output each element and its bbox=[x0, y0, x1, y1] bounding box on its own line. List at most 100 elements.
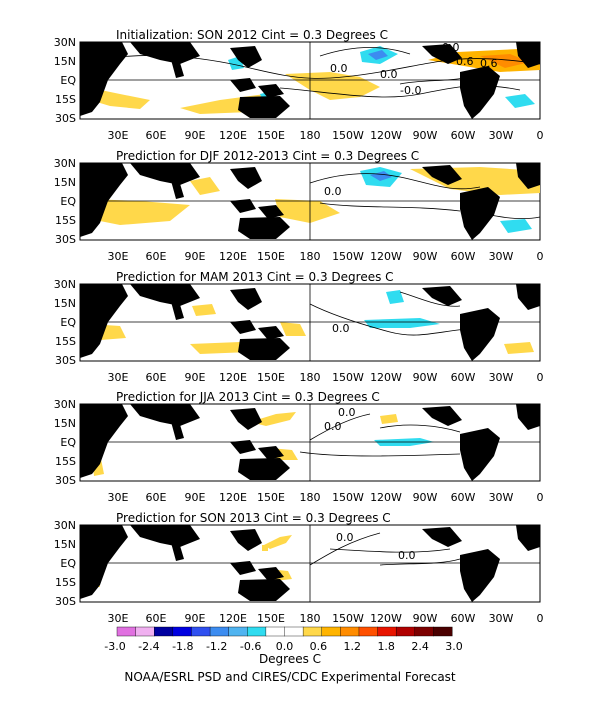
lat-label: 15S bbox=[55, 214, 76, 227]
lon-label: 60W bbox=[451, 491, 476, 504]
color-bar-swatch bbox=[116, 626, 137, 637]
color-bar-swatch bbox=[284, 626, 304, 637]
lon-label: 60W bbox=[451, 250, 476, 263]
lat-label: EQ bbox=[60, 74, 76, 87]
contour-label: 0.0 bbox=[332, 322, 350, 335]
lon-label: 150W bbox=[332, 250, 364, 263]
lat-label: 30S bbox=[55, 474, 76, 487]
lon-label: 180 bbox=[300, 129, 321, 142]
color-bar-tick-labels: -3.0 -2.4 -1.8 -1.2 -0.6 0.0 0.6 1.2 1.8 2.4 3.0 bbox=[104, 640, 462, 653]
color-bar-swatch bbox=[395, 626, 416, 637]
panel-title: Prediction for MAM 2013 Cint = 0.3 Degre… bbox=[116, 270, 394, 284]
contour-label: 0.0 bbox=[324, 420, 342, 433]
lat-label: 15S bbox=[55, 576, 76, 589]
lon-label: 180 bbox=[300, 491, 321, 504]
lat-label: 15N bbox=[54, 297, 76, 310]
color-bar-tick-label: 0.0 bbox=[276, 640, 294, 653]
lon-label: 150E bbox=[257, 491, 285, 504]
lon-label: 60E bbox=[146, 491, 167, 504]
lon-label: 30E bbox=[108, 612, 129, 625]
lon-label: 120E bbox=[219, 371, 247, 384]
lat-label: 15N bbox=[54, 538, 76, 551]
lon-label: 90E bbox=[185, 612, 206, 625]
lon-axis-labels: 30E 60E 90E 120E 150E 180 150W 120W 90W … bbox=[108, 371, 544, 384]
lat-label: 30S bbox=[55, 595, 76, 608]
lon-label: 120E bbox=[219, 250, 247, 263]
lat-axis-labels: 30N 15N EQ 15S 30S bbox=[54, 519, 77, 608]
contour-label: 0.0 bbox=[336, 531, 354, 544]
lon-label: 120W bbox=[370, 371, 402, 384]
contour-lines bbox=[299, 413, 461, 457]
lat-label: 15N bbox=[54, 417, 76, 430]
lon-label: 60W bbox=[451, 129, 476, 142]
color-bar-swatch bbox=[191, 626, 211, 637]
panel-title: Prediction for SON 2013 Cint = 0.3 Degre… bbox=[116, 511, 391, 525]
lon-label: 90E bbox=[185, 491, 206, 504]
lon-label: 30W bbox=[489, 612, 514, 625]
color-bar-tick-label: 1.8 bbox=[377, 640, 395, 653]
lon-label: 30W bbox=[489, 371, 514, 384]
color-bar-swatch bbox=[433, 626, 453, 637]
color-bar-swatch bbox=[414, 626, 434, 637]
lat-label: 15S bbox=[55, 335, 76, 348]
lon-label: 150W bbox=[332, 491, 364, 504]
land-masses bbox=[80, 42, 540, 119]
map-panel-5: Prediction for SON 2013 Cint = 0.3 Degre… bbox=[54, 511, 544, 625]
contour-label: 0.0 bbox=[324, 185, 342, 198]
color-bar-swatches bbox=[116, 626, 453, 637]
lon-label: 120W bbox=[370, 491, 402, 504]
lat-axis-labels: 30N 15N EQ 15S 30S bbox=[54, 36, 77, 125]
land-masses bbox=[80, 525, 540, 602]
lon-label: 30W bbox=[489, 250, 514, 263]
color-bar-swatch bbox=[321, 626, 341, 637]
lat-label: 30S bbox=[55, 112, 76, 125]
lon-label: 180 bbox=[300, 612, 321, 625]
lon-label: 60E bbox=[146, 250, 167, 263]
lat-label: 30S bbox=[55, 233, 76, 246]
contour-label: 0.0 bbox=[330, 62, 348, 75]
color-bar-swatch bbox=[172, 626, 192, 637]
lon-label: 30E bbox=[108, 491, 129, 504]
lon-axis-labels: 30E 60E 90E 120E 150E 180 150W 120W 90W … bbox=[108, 491, 544, 504]
contour-label: 0.0 bbox=[380, 68, 398, 81]
color-bar-tick-label: -1.2 bbox=[206, 640, 227, 653]
lat-label: 30N bbox=[54, 398, 76, 411]
lat-label: 15S bbox=[55, 455, 76, 468]
lon-label: 60E bbox=[146, 612, 167, 625]
map-panel-2: Prediction for DJF 2012-2013 Cint = 0.3 … bbox=[54, 149, 544, 263]
lat-label: EQ bbox=[60, 316, 76, 329]
lon-label: 60E bbox=[146, 129, 167, 142]
lon-label: 150W bbox=[332, 612, 364, 625]
lon-label: 150E bbox=[257, 612, 285, 625]
color-bar-swatch bbox=[228, 626, 248, 637]
lon-label: 120E bbox=[219, 491, 247, 504]
color-bar-tick-label: 2.4 bbox=[411, 640, 429, 653]
lon-label: 60W bbox=[451, 371, 476, 384]
contour-label: 0.0 bbox=[442, 41, 460, 54]
panel-title: Initialization: SON 2012 Cint = 0.3 Degr… bbox=[116, 28, 388, 42]
lon-label: 60E bbox=[146, 371, 167, 384]
lon-label: 120E bbox=[219, 612, 247, 625]
contour-label: 0.0 bbox=[338, 406, 356, 419]
color-bar-unit-label: Degrees C bbox=[259, 652, 321, 666]
lon-label: 150W bbox=[332, 129, 364, 142]
map-panel-3: Prediction for MAM 2013 Cint = 0.3 Degre… bbox=[54, 270, 544, 384]
lon-label: 120W bbox=[370, 129, 402, 142]
lat-label: EQ bbox=[60, 436, 76, 449]
color-bar-tick-label: 1.2 bbox=[344, 640, 362, 653]
lon-label: 90W bbox=[413, 250, 438, 263]
lon-label: 90W bbox=[413, 371, 438, 384]
lon-label: 120W bbox=[370, 612, 402, 625]
lon-label: 90W bbox=[413, 129, 438, 142]
map-panel-1: Initialization: SON 2012 Cint = 0.3 Degr… bbox=[54, 28, 544, 142]
color-bar-swatch bbox=[154, 626, 174, 637]
footer-credit: NOAA/ESRL PSD and CIRES/CDC Experimental… bbox=[124, 670, 456, 684]
contour-label: 0.6 bbox=[480, 57, 498, 70]
lon-label: 90E bbox=[185, 250, 206, 263]
lon-label: 0 bbox=[537, 612, 544, 625]
lon-axis-labels: 30E 60E 90E 120E 150E 180 150W 120W 90W … bbox=[108, 129, 544, 142]
contour-label: 0.0 bbox=[398, 549, 416, 562]
lon-label: 90E bbox=[185, 371, 206, 384]
lat-label: EQ bbox=[60, 557, 76, 570]
